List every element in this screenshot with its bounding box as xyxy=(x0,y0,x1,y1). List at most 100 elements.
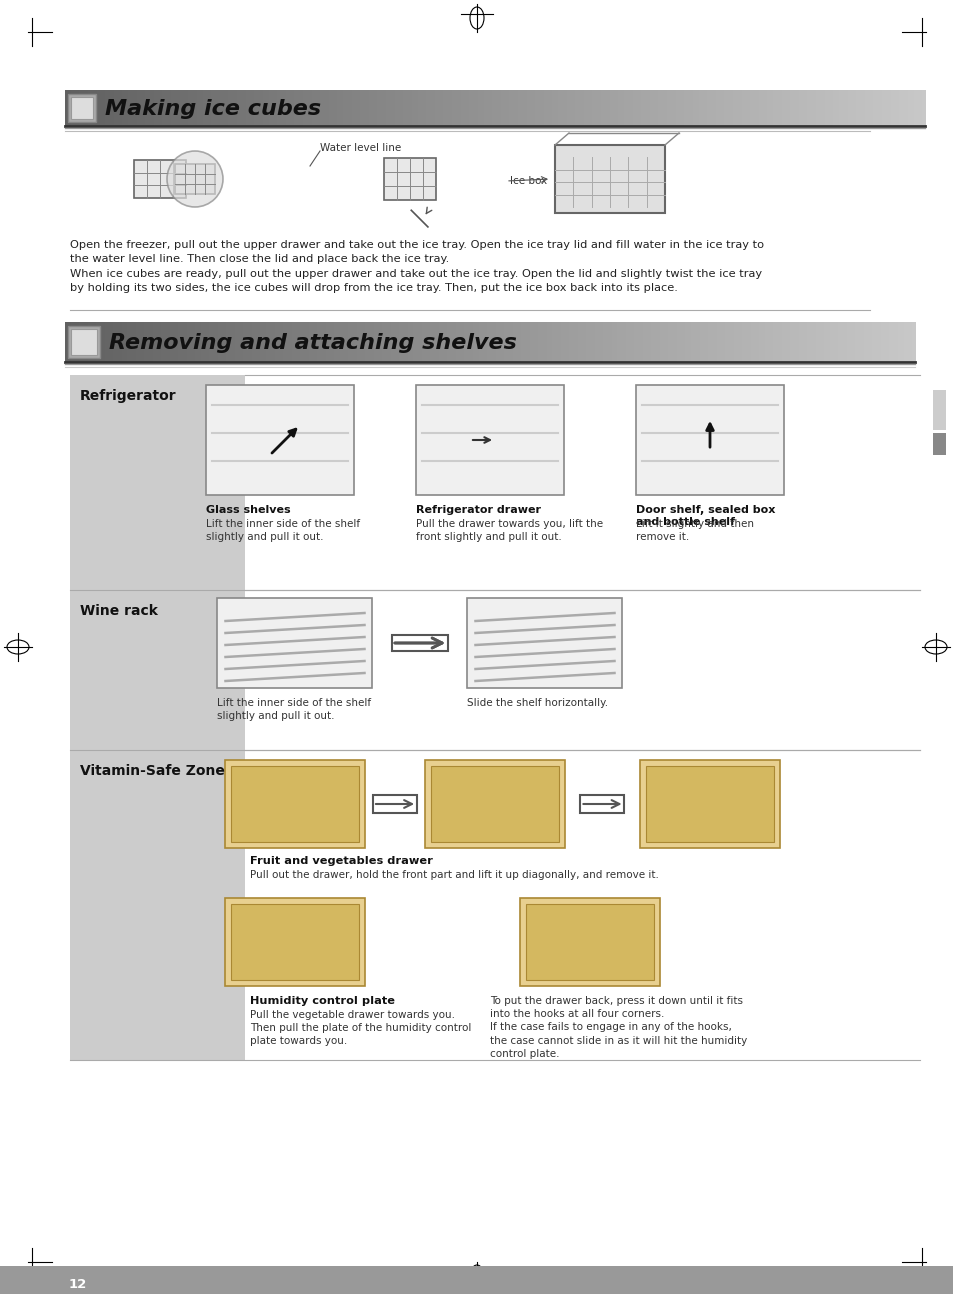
Bar xyxy=(503,91,507,126)
Bar xyxy=(240,322,244,362)
Bar xyxy=(461,322,465,362)
Bar xyxy=(174,164,214,194)
Bar xyxy=(348,322,352,362)
Bar xyxy=(175,322,179,362)
Bar xyxy=(866,322,870,362)
Bar xyxy=(198,322,202,362)
Bar xyxy=(466,91,470,126)
Bar xyxy=(855,322,859,362)
Bar xyxy=(68,322,71,362)
Bar xyxy=(733,322,737,362)
Bar xyxy=(698,91,701,126)
Bar xyxy=(473,322,476,362)
Bar xyxy=(861,322,864,362)
Bar xyxy=(147,322,151,362)
Bar xyxy=(125,91,129,126)
Bar xyxy=(283,91,287,126)
Bar xyxy=(234,322,238,362)
Bar xyxy=(503,322,507,362)
Bar xyxy=(280,322,284,362)
Bar xyxy=(603,91,607,126)
Bar xyxy=(608,322,612,362)
Bar xyxy=(125,322,129,362)
Bar xyxy=(575,322,578,362)
Bar xyxy=(699,322,702,362)
Bar xyxy=(579,795,624,813)
Text: Refrigerator: Refrigerator xyxy=(80,389,176,402)
Bar xyxy=(88,322,91,362)
Bar xyxy=(743,91,747,126)
Bar xyxy=(693,322,697,362)
Bar xyxy=(552,91,556,126)
Bar xyxy=(438,322,442,362)
Bar xyxy=(904,91,908,126)
Bar xyxy=(798,322,801,362)
Bar xyxy=(639,760,780,848)
Bar xyxy=(467,322,471,362)
Bar xyxy=(82,322,86,362)
Bar xyxy=(184,322,188,362)
Bar xyxy=(495,91,498,126)
Text: Ice box: Ice box xyxy=(510,176,547,186)
Bar xyxy=(215,322,219,362)
Bar xyxy=(303,91,307,126)
Bar xyxy=(618,91,621,126)
Bar xyxy=(424,760,564,848)
Bar xyxy=(136,91,140,126)
Bar xyxy=(444,322,448,362)
Bar xyxy=(526,322,530,362)
Bar xyxy=(391,322,395,362)
Bar xyxy=(253,91,258,126)
Text: Refrigerator drawer: Refrigerator drawer xyxy=(416,505,540,515)
Bar xyxy=(131,91,134,126)
Bar xyxy=(893,91,897,126)
Bar xyxy=(447,322,451,362)
Bar xyxy=(421,322,425,362)
Bar xyxy=(648,322,652,362)
Bar xyxy=(449,91,453,126)
Bar xyxy=(706,91,710,126)
Bar xyxy=(470,322,474,362)
Bar xyxy=(396,322,400,362)
Bar xyxy=(563,91,567,126)
Bar xyxy=(133,160,186,198)
Bar xyxy=(245,91,249,126)
Bar xyxy=(885,322,889,362)
Bar xyxy=(456,322,459,362)
Bar xyxy=(151,91,154,126)
Bar xyxy=(891,322,895,362)
Bar xyxy=(119,91,123,126)
Bar xyxy=(363,91,367,126)
Bar xyxy=(159,91,163,126)
Bar xyxy=(225,898,365,986)
Bar xyxy=(268,91,273,126)
Bar xyxy=(689,91,693,126)
Bar xyxy=(150,322,153,362)
Bar xyxy=(144,322,148,362)
Bar xyxy=(712,91,716,126)
Bar xyxy=(657,322,660,362)
Bar xyxy=(592,91,596,126)
Bar xyxy=(93,91,97,126)
Bar xyxy=(489,91,493,126)
Bar xyxy=(231,766,358,842)
Text: Slide the shelf horizontally.: Slide the shelf horizontally. xyxy=(467,697,608,708)
Bar xyxy=(73,91,77,126)
Bar xyxy=(365,322,369,362)
Bar xyxy=(357,91,361,126)
Bar xyxy=(116,91,120,126)
Bar xyxy=(457,91,461,126)
Bar xyxy=(337,91,341,126)
Bar xyxy=(211,91,214,126)
Bar xyxy=(105,91,109,126)
Bar xyxy=(896,91,900,126)
Bar xyxy=(168,91,172,126)
Bar xyxy=(252,322,255,362)
Bar xyxy=(841,322,844,362)
Bar xyxy=(713,322,717,362)
Bar xyxy=(823,91,827,126)
Bar xyxy=(506,91,510,126)
Bar xyxy=(161,322,165,362)
Bar xyxy=(135,322,139,362)
Bar xyxy=(233,91,237,126)
